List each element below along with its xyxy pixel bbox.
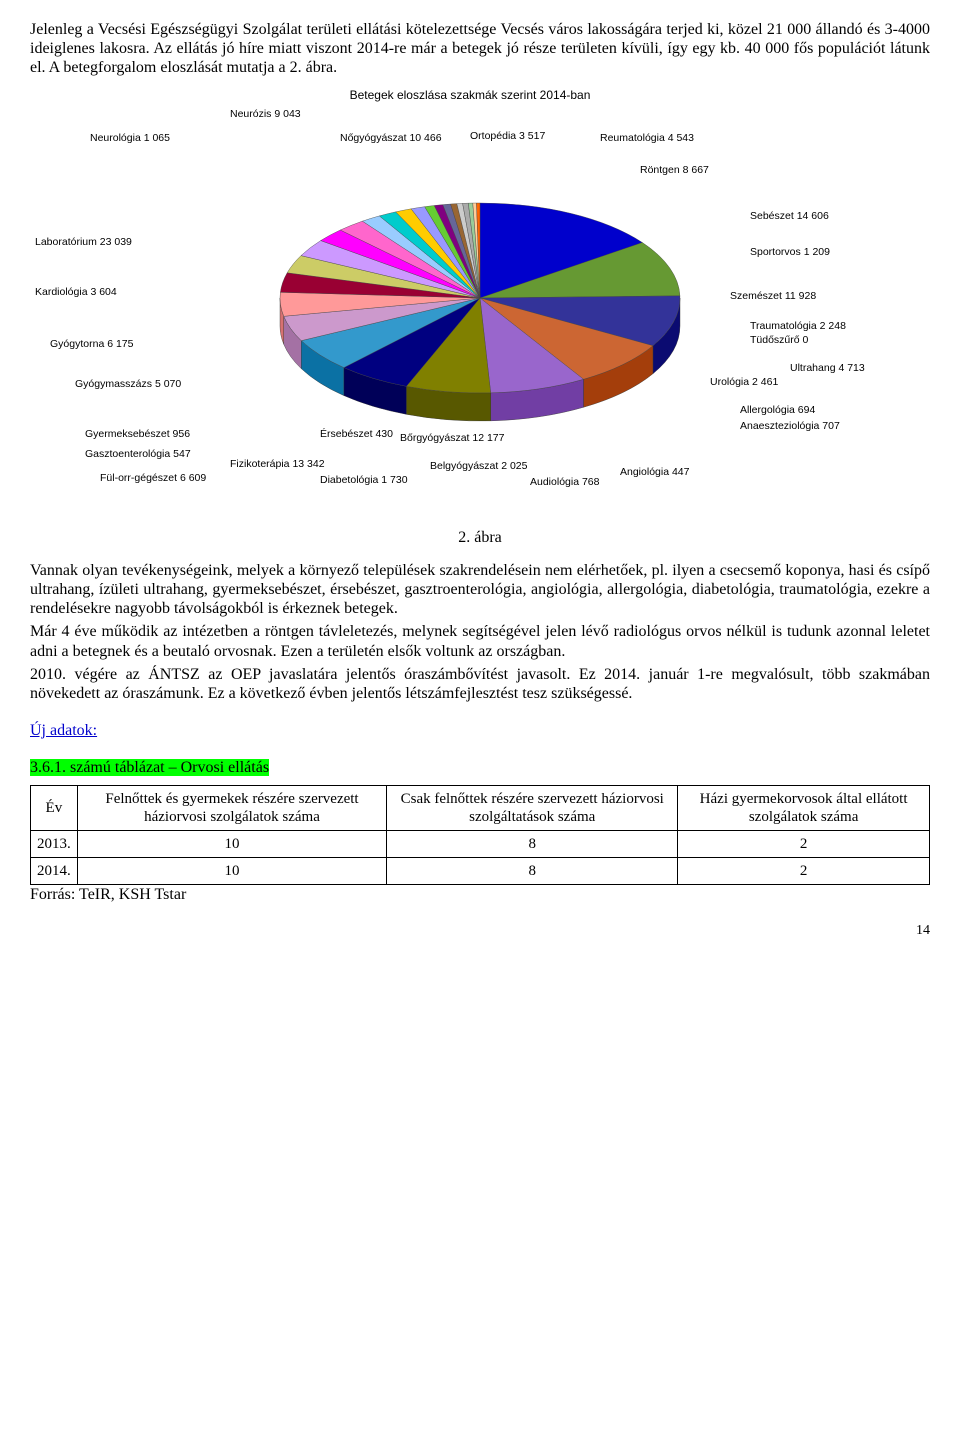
chart-label: Laboratórium 23 039	[35, 236, 132, 249]
chart-label: Ultrahang 4 713	[790, 362, 865, 375]
table-heading: 3.6.1. számú táblázat – Orvosi ellátás	[30, 759, 269, 776]
chart-label: Fizikoterápia 13 342	[230, 458, 325, 471]
chart-label: Gyógymasszázs 5 070	[75, 378, 181, 391]
chart-label: Gyermeksebészet 956	[85, 428, 190, 441]
chart-label: Sportorvos 1 209	[750, 246, 830, 259]
chart-label: Reumatológia 4 543	[600, 132, 694, 145]
chart-label: Érsebészet 430	[320, 428, 393, 441]
chart-label: Bőrgyógyászat 12 177	[400, 432, 505, 445]
paragraph-2: Vannak olyan tevékenységeink, melyek a k…	[30, 561, 930, 619]
chart-title: Betegek eloszlása szakmák szerint 2014-b…	[30, 88, 910, 102]
paragraph-4: 2010. végére az ÁNTSZ az OEP javaslatára…	[30, 665, 930, 703]
chart-label: Allergológia 694	[740, 404, 815, 417]
table-cell: 2	[678, 858, 930, 885]
chart-label: Belgyógyászat 2 025	[430, 460, 527, 473]
paragraph-1: Jelenleg a Vecsési Egészségügyi Szolgála…	[30, 20, 930, 78]
source-line: Forrás: TeIR, KSH Tstar	[30, 885, 930, 904]
table-cell: 8	[387, 858, 678, 885]
chart-label: Sebészet 14 606	[750, 210, 829, 223]
pie-chart: Betegek eloszlása szakmák szerint 2014-b…	[30, 88, 910, 518]
chart-label: Tüdőszűrő 0	[750, 334, 808, 347]
chart-label: Audiológia 768	[530, 476, 599, 489]
table-cell: 10	[77, 831, 387, 858]
table-cell: 2014.	[31, 858, 78, 885]
chart-label: Röntgen 8 667	[640, 164, 709, 177]
chart-label: Neurózis 9 043	[230, 108, 301, 121]
chart-label: Fül-orr-gégészet 6 609	[100, 472, 206, 485]
col-header-2: Csak felnőttek részére szervezett házior…	[387, 786, 678, 831]
table-cell: 2013.	[31, 831, 78, 858]
page-number: 14	[30, 923, 930, 940]
pie-svg-container	[260, 188, 700, 428]
chart-label: Urológia 2 461	[710, 376, 778, 389]
chart-label: Ortopédia 3 517	[470, 130, 545, 143]
chart-label: Diabetológia 1 730	[320, 474, 408, 487]
chart-label: Kardiológia 3 604	[35, 286, 117, 299]
col-header-3: Házi gyermekorvosok által ellátott szolg…	[678, 786, 930, 831]
new-data-heading: Új adatok:	[30, 722, 97, 739]
data-table: Év Felnőttek és gyermekek részére szerve…	[30, 785, 930, 885]
chart-label: Nőgyógyászat 10 466	[340, 132, 442, 145]
chart-label: Angiológia 447	[620, 466, 689, 479]
chart-label: Gasztoenterológia 547	[85, 448, 191, 461]
table-cell: 10	[77, 858, 387, 885]
paragraph-3: Már 4 éve működik az intézetben a röntge…	[30, 622, 930, 660]
chart-label: Szemészet 11 928	[730, 290, 816, 303]
chart-label: Traumatológia 2 248	[750, 320, 846, 333]
col-header-0: Év	[31, 786, 78, 831]
table-cell: 8	[387, 831, 678, 858]
table-row: 2014.1082	[31, 858, 930, 885]
table-cell: 2	[678, 831, 930, 858]
table-row: 2013.1082	[31, 831, 930, 858]
chart-label: Gyógytorna 6 175	[50, 338, 133, 351]
chart-label: Neurológia 1 065	[90, 132, 170, 145]
col-header-1: Felnőttek és gyermekek részére szervezet…	[77, 786, 387, 831]
chart-label: Anaeszteziológia 707	[740, 420, 840, 433]
figure-caption: 2. ábra	[30, 528, 930, 547]
